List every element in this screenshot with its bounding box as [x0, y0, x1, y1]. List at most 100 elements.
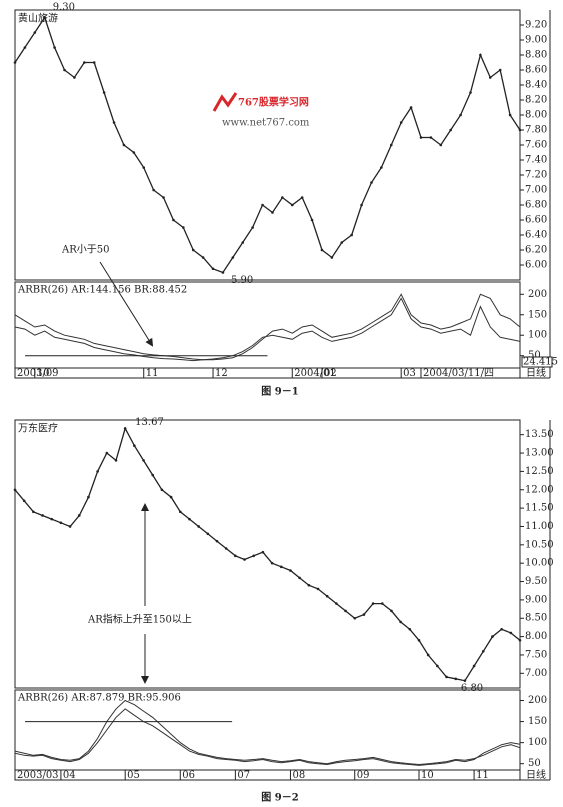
- price-point: [481, 649, 485, 653]
- br-line: [14, 297, 521, 362]
- price-point: [243, 558, 246, 561]
- price-point: [498, 68, 502, 72]
- price-point: [188, 517, 191, 521]
- y-tick-label: 9.00: [525, 594, 547, 605]
- annotation-arrow: [99, 261, 154, 347]
- price-point: [271, 211, 274, 214]
- price-point: [251, 226, 254, 229]
- x-tick-label: 03: [403, 368, 416, 379]
- y-tick-label: 12.00: [525, 484, 554, 495]
- ind-y-tick-label: 100: [528, 330, 547, 341]
- price-point: [380, 166, 383, 169]
- price-point: [13, 61, 17, 64]
- x-tick-label: 12: [215, 368, 228, 379]
- price-point: [454, 677, 458, 681]
- price-point: [426, 653, 430, 657]
- ind-y-tick-label: 200: [528, 695, 547, 706]
- y-tick-label: 7.20: [525, 170, 547, 181]
- price-point: [289, 569, 292, 572]
- y-tick-label: 10.00: [525, 558, 554, 569]
- price-point: [518, 638, 522, 642]
- price-line: [14, 426, 521, 682]
- y-tick-label: 6.40: [525, 230, 547, 241]
- price-point: [22, 499, 26, 503]
- y-tick-label: 7.40: [525, 155, 547, 166]
- y-tick-label: 8.40: [525, 80, 547, 91]
- watermark-logo: [212, 92, 238, 112]
- price-point: [360, 203, 363, 207]
- y-tick-label: 8.00: [525, 110, 547, 121]
- price-point: [261, 203, 264, 207]
- x-tick-label: 11: [476, 770, 489, 781]
- br-line: [14, 708, 521, 766]
- price-line: [14, 16, 521, 274]
- price-point: [152, 188, 155, 192]
- price-point: [92, 61, 96, 64]
- price-point: [53, 46, 56, 49]
- price-point: [463, 679, 467, 682]
- price-point: [509, 631, 513, 635]
- price-point: [320, 248, 324, 252]
- price-point: [96, 470, 99, 473]
- price-point: [307, 583, 311, 587]
- price-point: [169, 495, 173, 499]
- price-point: [178, 510, 182, 514]
- price-point: [206, 532, 210, 536]
- price-point: [162, 196, 165, 199]
- price-point: [472, 664, 476, 668]
- price-point: [389, 143, 393, 147]
- price-point: [429, 136, 433, 139]
- y-tick-label: 13.50: [525, 429, 554, 440]
- ind-y-tick-label: 150: [528, 716, 547, 727]
- price-point: [491, 635, 494, 638]
- price-point: [50, 517, 54, 521]
- y-tick-label: 11.50: [525, 503, 554, 514]
- x-tick-label: 2004/03/11/四: [423, 368, 494, 379]
- price-point: [330, 256, 334, 259]
- price-point: [488, 76, 492, 79]
- price-point: [408, 627, 412, 631]
- price-point: [132, 151, 136, 154]
- price-point: [73, 76, 76, 79]
- x-tick-label: 10: [421, 770, 434, 781]
- price-point: [261, 550, 265, 554]
- price-point: [316, 587, 320, 591]
- price-point: [151, 473, 155, 477]
- x-tick-label: 09: [357, 770, 370, 781]
- price-point: [300, 196, 304, 199]
- x-tick-label: 11: [146, 368, 159, 379]
- price-point: [182, 226, 185, 229]
- chart-title: 万东医疗: [18, 422, 58, 435]
- y-tick-label: 6.20: [525, 245, 547, 256]
- price-point: [23, 46, 27, 49]
- price-point: [59, 521, 63, 525]
- price-point: [68, 525, 72, 528]
- price-point: [234, 554, 237, 558]
- x-tick-label: 2003/09: [17, 368, 59, 379]
- price-point: [310, 218, 314, 222]
- price-point: [419, 136, 423, 139]
- price-point: [160, 488, 164, 492]
- price-point: [436, 664, 439, 668]
- x-tick-label: 02: [324, 368, 337, 379]
- price-point: [340, 241, 344, 244]
- ind-y-tick-label: 50: [528, 758, 541, 769]
- price-point: [241, 241, 245, 244]
- price-point: [102, 91, 106, 94]
- price-point: [172, 218, 175, 222]
- price-point: [77, 514, 81, 517]
- price-point: [298, 576, 301, 580]
- price-point: [469, 91, 472, 94]
- price-point: [370, 181, 373, 184]
- price-point: [399, 121, 403, 124]
- price-point: [123, 427, 127, 430]
- low-label: 5.90: [231, 275, 253, 286]
- price-panel: [14, 419, 521, 689]
- price-point: [362, 613, 366, 616]
- price-point: [350, 233, 353, 237]
- price-point: [290, 203, 294, 207]
- price-point: [32, 510, 35, 514]
- low-label: 6.80: [461, 683, 483, 694]
- y-tick-label: 8.00: [525, 631, 547, 642]
